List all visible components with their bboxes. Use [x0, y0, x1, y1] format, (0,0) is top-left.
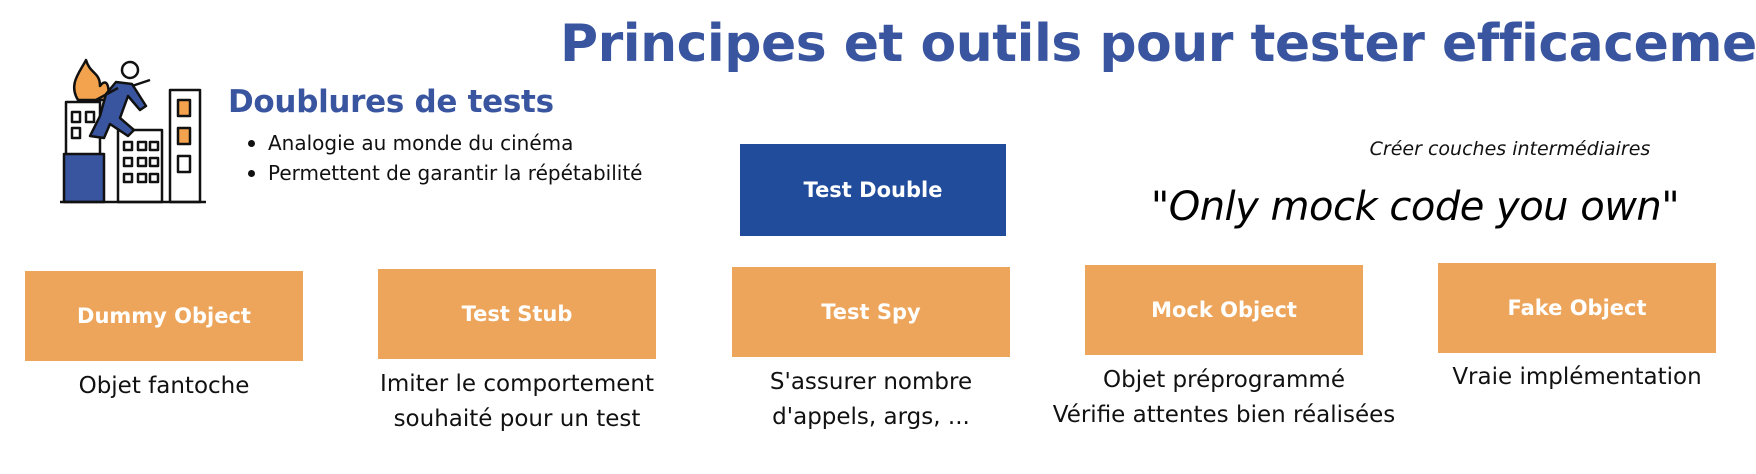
test-spy-node: Test Spy	[732, 267, 1010, 357]
description-line: Imiter le comportement	[380, 371, 654, 397]
description-line: Vérifie attentes bien réalisées	[1052, 402, 1396, 428]
description-line: souhaité pour un test	[393, 406, 641, 432]
page-title: Principes et outils pour tester efficace…	[560, 14, 1756, 74]
dummy-object-node: Dummy Object	[25, 271, 303, 361]
dummy-object-description: Objet fantoche	[0, 369, 344, 404]
test-double-node: Test Double	[740, 144, 1006, 236]
section-heading: Doublures de tests	[228, 84, 554, 120]
test-spy-description: S'assurer nombre d'appels, args, ...	[691, 365, 1051, 435]
test-stub-description: Imiter le comportement souhaité pour un …	[337, 367, 697, 437]
fake-object-node: Fake Object	[1438, 263, 1716, 353]
description-line: d'appels, args, ...	[772, 404, 970, 430]
section-bullet-list: Analogie au monde du cinéma Permettent d…	[248, 128, 642, 188]
bullet-item: Analogie au monde du cinéma	[248, 128, 642, 158]
quote-text: "Only mock code you own"	[1150, 184, 1680, 230]
mock-object-node: Mock Object	[1085, 265, 1363, 355]
mock-object-description: Objet préprogrammé Vérifie attentes bien…	[1044, 363, 1404, 433]
fake-object-description: Vraie implémentation	[1397, 360, 1756, 395]
stuntman-escaping-burning-building-icon	[60, 54, 206, 206]
description-line: Objet fantoche	[78, 373, 250, 399]
description-line: Objet préprogrammé	[1102, 367, 1345, 393]
note-text: Créer couches intermédiaires	[1369, 138, 1651, 160]
bullet-item: Permettent de garantir la répétabilité	[248, 158, 642, 188]
description-line: Vraie implémentation	[1452, 364, 1702, 390]
test-stub-node: Test Stub	[378, 269, 656, 359]
description-line: S'assurer nombre	[769, 369, 973, 395]
